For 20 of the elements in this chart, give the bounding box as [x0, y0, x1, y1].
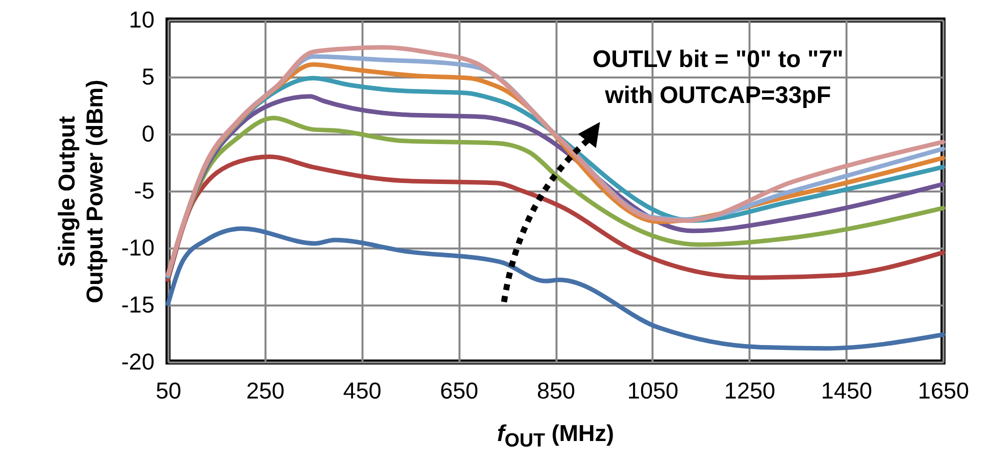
x-tick-label: 1050 — [627, 378, 678, 404]
x-tick-label: 1250 — [724, 378, 776, 404]
y-tick-label: 5 — [142, 64, 154, 90]
x-tick-label: 250 — [246, 378, 285, 404]
y-axis-title: Single Output Output Power (dBm) — [53, 80, 108, 304]
x-tick-label: 650 — [440, 378, 478, 404]
y-tick-label: -10 — [121, 234, 154, 260]
annotation: OUTLV bit = "0" to "7" with OUTCAP=33pF — [592, 46, 844, 109]
x-axis-title: f$_{OUT}$ (MHz) — [496, 420, 616, 453]
y-tick-label: -5 — [134, 178, 154, 204]
y-tick-label: 10 — [128, 6, 154, 32]
y-tick-label: -15 — [121, 292, 154, 318]
x-tick-label: 1450 — [821, 378, 872, 404]
x-tick-label: 1650 — [918, 378, 970, 404]
x-tick-label: 850 — [536, 378, 576, 404]
y-tick-label: -20 — [121, 348, 154, 374]
y-tick-label: 0 — [142, 120, 154, 146]
x-tick-label: 50 — [156, 378, 182, 404]
x-tick-label: 450 — [343, 378, 382, 404]
line-series — [166, 226, 946, 351]
